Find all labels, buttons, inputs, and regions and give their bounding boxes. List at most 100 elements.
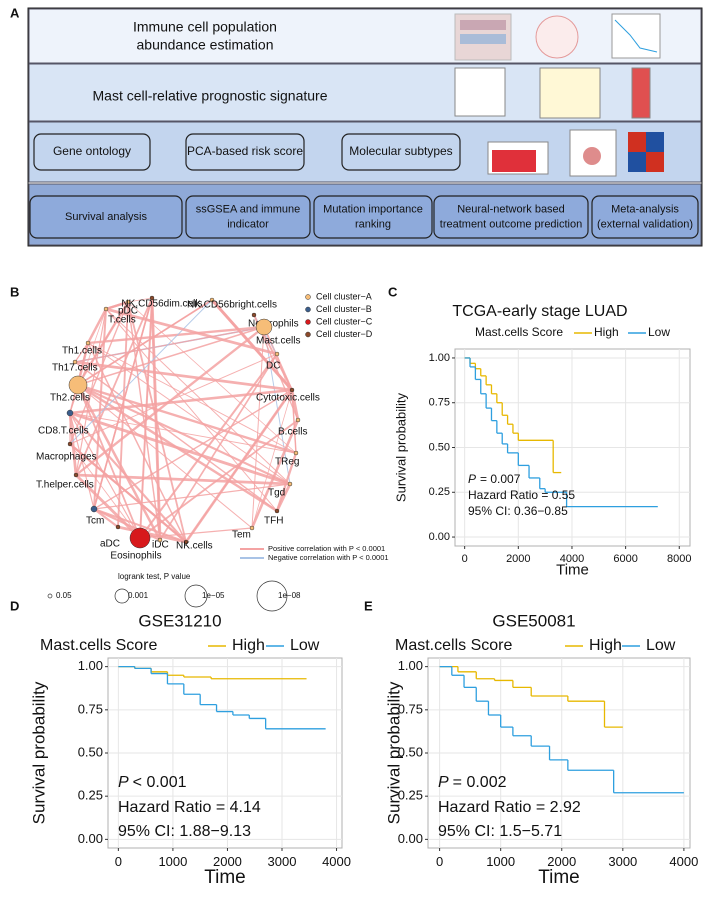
node-label: Tem (232, 530, 251, 541)
y-tick-label: 0.25 (398, 788, 423, 803)
positive-edge (69, 412, 297, 454)
positive-edge (69, 443, 187, 543)
node-label: pDC (118, 306, 138, 317)
legend-title: Mast.cells Score (475, 325, 563, 339)
panel-label: D (10, 598, 19, 613)
workflow-box (33, 133, 151, 171)
positive-edge (276, 353, 299, 421)
cluster-legend-swatch (305, 294, 311, 300)
x-tick-label: 0 (462, 553, 468, 565)
network-node (274, 508, 280, 514)
y-axis-label: Survival probability (393, 392, 408, 502)
node-label: B.cells (278, 427, 307, 438)
confidence-interval: 95% CI: 1.5−5.71 (438, 823, 562, 840)
positive-edge (74, 360, 293, 392)
size-legend-swatch (256, 580, 288, 612)
y-tick-label: 0.50 (78, 744, 103, 759)
workflow-box (341, 133, 461, 171)
workflow-text: treatment outcome prediction (440, 218, 582, 230)
network-node (67, 441, 73, 447)
workflow-text: Mutation importance (323, 203, 423, 215)
positive-edge (127, 301, 297, 454)
y-axis-label: Survival probability (29, 681, 48, 824)
workflow-text: Survival analysis (65, 211, 147, 223)
node-label: Eosinophils (110, 551, 161, 562)
node-label: Tcm (86, 516, 104, 527)
network-node (157, 537, 163, 543)
node-label: iDC (152, 540, 169, 551)
node-label: Th2.cells (50, 393, 90, 404)
positive-edge (86, 308, 108, 344)
network-node (295, 417, 301, 423)
positive-edge (87, 325, 265, 345)
y-tick-label: 0.75 (429, 397, 450, 409)
positive-edge (77, 384, 141, 539)
p-text: = 0.002 (453, 774, 507, 791)
legend-label: High (594, 325, 619, 339)
network-node (149, 295, 155, 301)
p-value: P = 0.002 (438, 774, 507, 791)
positive-edge (68, 412, 78, 476)
chart-title: TCGA-early stage LUAD (452, 303, 627, 320)
confidence-interval: 95% CI: 1.88−9.13 (118, 823, 251, 840)
workflow-text: Mast cell-relative prognostic signature (93, 88, 328, 104)
thumbnail (460, 20, 506, 30)
y-tick-label: 0.50 (429, 441, 450, 453)
x-tick-label: 0 (115, 854, 122, 869)
thumbnail (646, 152, 664, 172)
x-tick-label: 8000 (667, 553, 691, 565)
thumbnail (583, 147, 601, 165)
p-symbol: P (468, 472, 476, 486)
positive-edge (75, 326, 265, 476)
legend-title: Mast.cells Score (40, 637, 157, 654)
workflow-text: Molecular subtypes (349, 144, 452, 158)
x-tick-label: 2000 (547, 854, 576, 869)
positive-edge (93, 389, 293, 510)
positive-edge (77, 384, 253, 529)
workflow-box (591, 195, 699, 239)
node-label: T.helper.cells (36, 480, 94, 491)
hazard-ratio: Hazard Ratio = 2.92 (438, 799, 581, 816)
panel-label: C (388, 284, 398, 299)
cluster-legend-label: Cell cluster−A (316, 291, 372, 301)
thumbnail (454, 67, 506, 117)
cluster-legend-label: Cell cluster−C (316, 316, 373, 326)
network-node (85, 340, 91, 346)
hazard-ratio: Hazard Ratio = 0.55 (468, 488, 575, 502)
legend-title: Mast.cells Score (395, 637, 512, 654)
network-node (90, 505, 98, 513)
x-tick-label: 3000 (608, 854, 637, 869)
y-tick-label: 0.50 (398, 744, 423, 759)
size-legend-title: logrank test, P value (118, 572, 191, 581)
network-node (251, 312, 257, 318)
chart-title: GSE31210 (138, 611, 221, 630)
edges (68, 297, 300, 544)
y-tick-label: 0.75 (78, 701, 103, 716)
size-legend-label: 0.001 (128, 591, 149, 600)
thumbnail (614, 19, 658, 53)
node-label: NK.cells (176, 541, 213, 552)
workflow-box (433, 195, 589, 239)
positive-edge (87, 342, 187, 543)
positive-edge (251, 389, 293, 529)
size-legend-swatch (184, 584, 208, 608)
x-tick-label: 1000 (158, 854, 187, 869)
thumbnail (539, 67, 601, 119)
p-symbol: P (438, 774, 449, 791)
network-node (255, 318, 273, 336)
network-node (72, 359, 78, 365)
legend-label: Low (646, 637, 676, 654)
network-node (66, 409, 74, 417)
workflow-box (313, 195, 433, 239)
positive-edge (74, 326, 265, 363)
legend-label: High (589, 637, 622, 654)
network-node (287, 481, 293, 487)
workflow-text: Gene ontology (53, 144, 131, 158)
positive-edge (77, 326, 265, 386)
network-node (68, 375, 88, 395)
y-tick-label: 1.00 (429, 352, 450, 364)
positive-edge (77, 383, 278, 513)
x-tick-label: 6000 (613, 553, 637, 565)
thumbnail (492, 150, 536, 172)
